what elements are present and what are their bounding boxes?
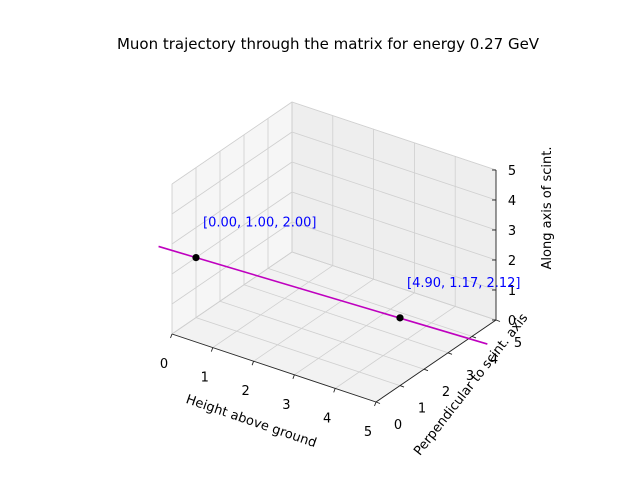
x-tick-label: 5 [364,425,372,440]
y-tick-mark [399,385,405,388]
axis-lines [171,170,497,403]
x-tick-mark [251,361,255,366]
x-tick-mark [374,401,377,407]
z-tick-label: 4 [508,194,516,209]
left-grid-z [171,191,293,275]
z-tick-label: 5 [508,164,516,179]
y-tick-label: 0 [394,418,402,433]
left-grid-z [171,161,293,245]
y-tick-label: 5 [514,336,522,351]
z-tick-label: 3 [508,224,516,239]
y-tick-mark [423,368,429,372]
y-tick-mark [495,319,501,322]
y-tick-mark [447,352,453,355]
trajectory-point [192,254,200,262]
left-grid-z [171,251,293,335]
y-tick-label: 2 [442,385,450,400]
z-tick-label: 2 [508,254,516,269]
y-axis-line [375,319,497,403]
floor-grid-x [253,278,374,362]
x-axis-label: Height above ground [184,392,319,451]
floor-grid-x [334,306,456,389]
floor-grid-x [212,265,334,348]
y-axis-ticks: 0 1 2 3 4 5 [375,319,522,433]
y-tick-label: 1 [418,402,426,417]
x-axis-line [171,333,377,403]
floor-grid-y [195,317,401,386]
y-tick-mark [471,335,477,339]
left-grid-z [171,101,293,185]
floor-grid-x [294,292,415,376]
x-tick-mark [210,347,214,352]
x-tick-mark [170,333,173,339]
left-grid-z [171,221,293,305]
trajectory-point [396,314,404,322]
y-tick-label: 4 [490,352,498,367]
z-tick-label: 1 [508,284,516,299]
x-axis-ticks: 0 1 2 3 4 5 [160,333,377,440]
z-axis-label: Along axis of scint. [540,147,555,270]
floor-grid-y [243,284,449,354]
point-annotation: [4.90, 1.17, 2.12] [407,276,521,291]
floor-grid-y [291,251,497,321]
x-tick-label: 1 [201,371,209,386]
x-tick-label: 2 [241,384,249,399]
y-tick-mark [375,401,381,404]
x-tick-mark [333,388,336,393]
floor-grid-y [219,300,425,370]
point-annotation: [0.00, 1.00, 2.00] [203,216,317,231]
x-tick-mark [292,374,295,379]
z-axis-ticks: 0 1 2 3 4 5 [492,164,516,329]
back-grid-z [291,101,497,171]
y-tick-label: 3 [466,369,474,384]
back-grid-z [291,131,497,201]
x-tick-label: 4 [323,411,331,426]
floor-grid-y [267,268,473,337]
back-grid-z [291,221,497,291]
back-grid-z [291,191,497,261]
x-tick-label: 0 [160,357,168,372]
trajectory-points: [0.00, 1.00, 2.00] [4.90, 1.17, 2.12] [192,216,521,322]
z-tick-label: 0 [508,314,516,329]
chart-title: Muon trajectory through the matrix for e… [117,35,540,53]
muon-trajectory-line [158,245,488,345]
back-grid-z [291,161,497,231]
x-tick-label: 3 [282,398,290,413]
left-grid-z [171,131,293,215]
